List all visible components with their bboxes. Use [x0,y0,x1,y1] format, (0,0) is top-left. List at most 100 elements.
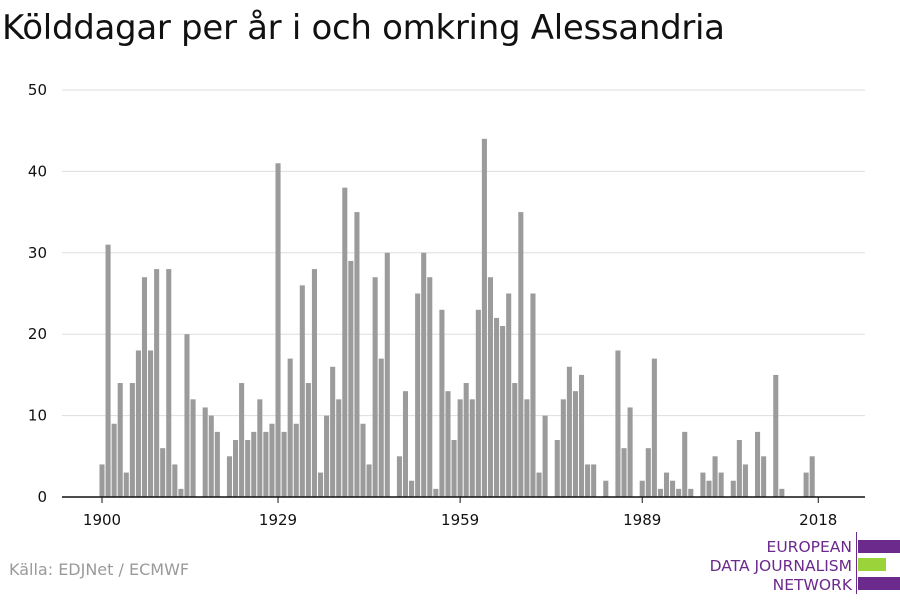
edjnet-logo: EUROPEAN DATA JOURNALISM NETWORK [700,532,900,595]
bar [688,488,694,497]
bar [396,456,402,497]
bars [99,138,815,497]
bar [433,488,439,497]
x-tick-label: 2018 [799,511,837,529]
bar [372,277,378,497]
bar [245,440,251,497]
bar [421,252,427,497]
bar [208,415,214,497]
bar [554,440,560,497]
bar [670,480,676,497]
bar [730,480,736,497]
x-tick-label: 1929 [259,511,297,529]
bar [348,260,354,497]
bar [445,391,451,497]
bar [148,350,154,497]
bar [663,472,670,497]
bar [366,464,372,497]
bar [706,480,712,497]
bar [202,407,208,497]
logo-line-1: EUROPEAN [766,538,852,556]
y-tick-label: 30 [28,244,47,262]
logo-line-3: NETWORK [772,576,852,594]
bar [311,269,317,497]
x-tick-label: 1900 [83,511,121,529]
bar [591,464,597,497]
bar [214,431,220,497]
y-tick-label: 50 [28,81,47,99]
bar [657,488,663,497]
bar [773,374,779,497]
bar [105,244,111,497]
bar [99,464,105,497]
bar [336,399,342,497]
bar [700,472,706,497]
bar [402,391,409,497]
bar [524,399,530,497]
bar [233,440,239,497]
bar [409,480,415,497]
bar [178,488,184,497]
bar [117,383,123,497]
bar [317,472,324,497]
bar [427,277,433,497]
bar [518,212,524,497]
logo-bar-purple-bottom [858,577,900,590]
bar [500,326,506,497]
logo-bar-purple-top [858,540,900,553]
logo-divider [856,532,857,594]
y-tick-label: 20 [28,325,47,343]
bar [439,309,445,497]
bar [506,293,512,497]
bar [639,480,645,497]
bar [166,269,172,497]
bar [536,472,542,497]
bar [585,464,591,497]
bar [123,472,129,497]
y-tick-label: 10 [28,407,47,425]
bar [287,358,293,497]
bar [645,448,651,497]
chart-title: Kölddagar per år i och omkring Alessandr… [2,8,725,48]
bar [451,440,457,497]
bar [718,472,724,497]
bar-chart: 0 10 20 30 40 50 1900 1929 1959 1989 2018 [28,81,865,529]
x-tick-labels: 1900 1929 1959 1989 2018 [83,511,837,529]
bar [269,423,275,497]
bar [742,464,748,497]
bar [190,399,196,497]
logo-line-2: DATA JOURNALISM [709,557,852,575]
bar [651,358,657,497]
bar [251,431,257,497]
bar [330,366,336,497]
bar [135,350,141,497]
bar [299,285,305,497]
bar [360,423,366,497]
bar [160,448,166,497]
bar [129,383,135,497]
grid-lines [62,89,865,417]
x-tick-label: 1959 [441,511,479,529]
bar [281,431,287,497]
bar [761,456,767,497]
bar [154,269,160,497]
bar [530,293,536,497]
bar [542,415,548,497]
logo-text: EUROPEAN DATA JOURNALISM NETWORK [710,538,852,595]
bar [803,472,809,497]
x-tick-label: 1989 [623,511,661,529]
bar [481,138,487,497]
bar [184,334,190,497]
bar [494,317,500,497]
bar [257,399,263,497]
bar [342,187,348,497]
bar [603,480,609,497]
bar [457,399,463,497]
y-tick-label: 0 [37,488,47,506]
bar [566,366,572,497]
logo-bar-green [858,558,886,571]
bar [578,374,585,497]
bar [463,383,469,497]
y-tick-labels: 0 10 20 30 40 50 [28,81,47,506]
bar [378,358,384,497]
